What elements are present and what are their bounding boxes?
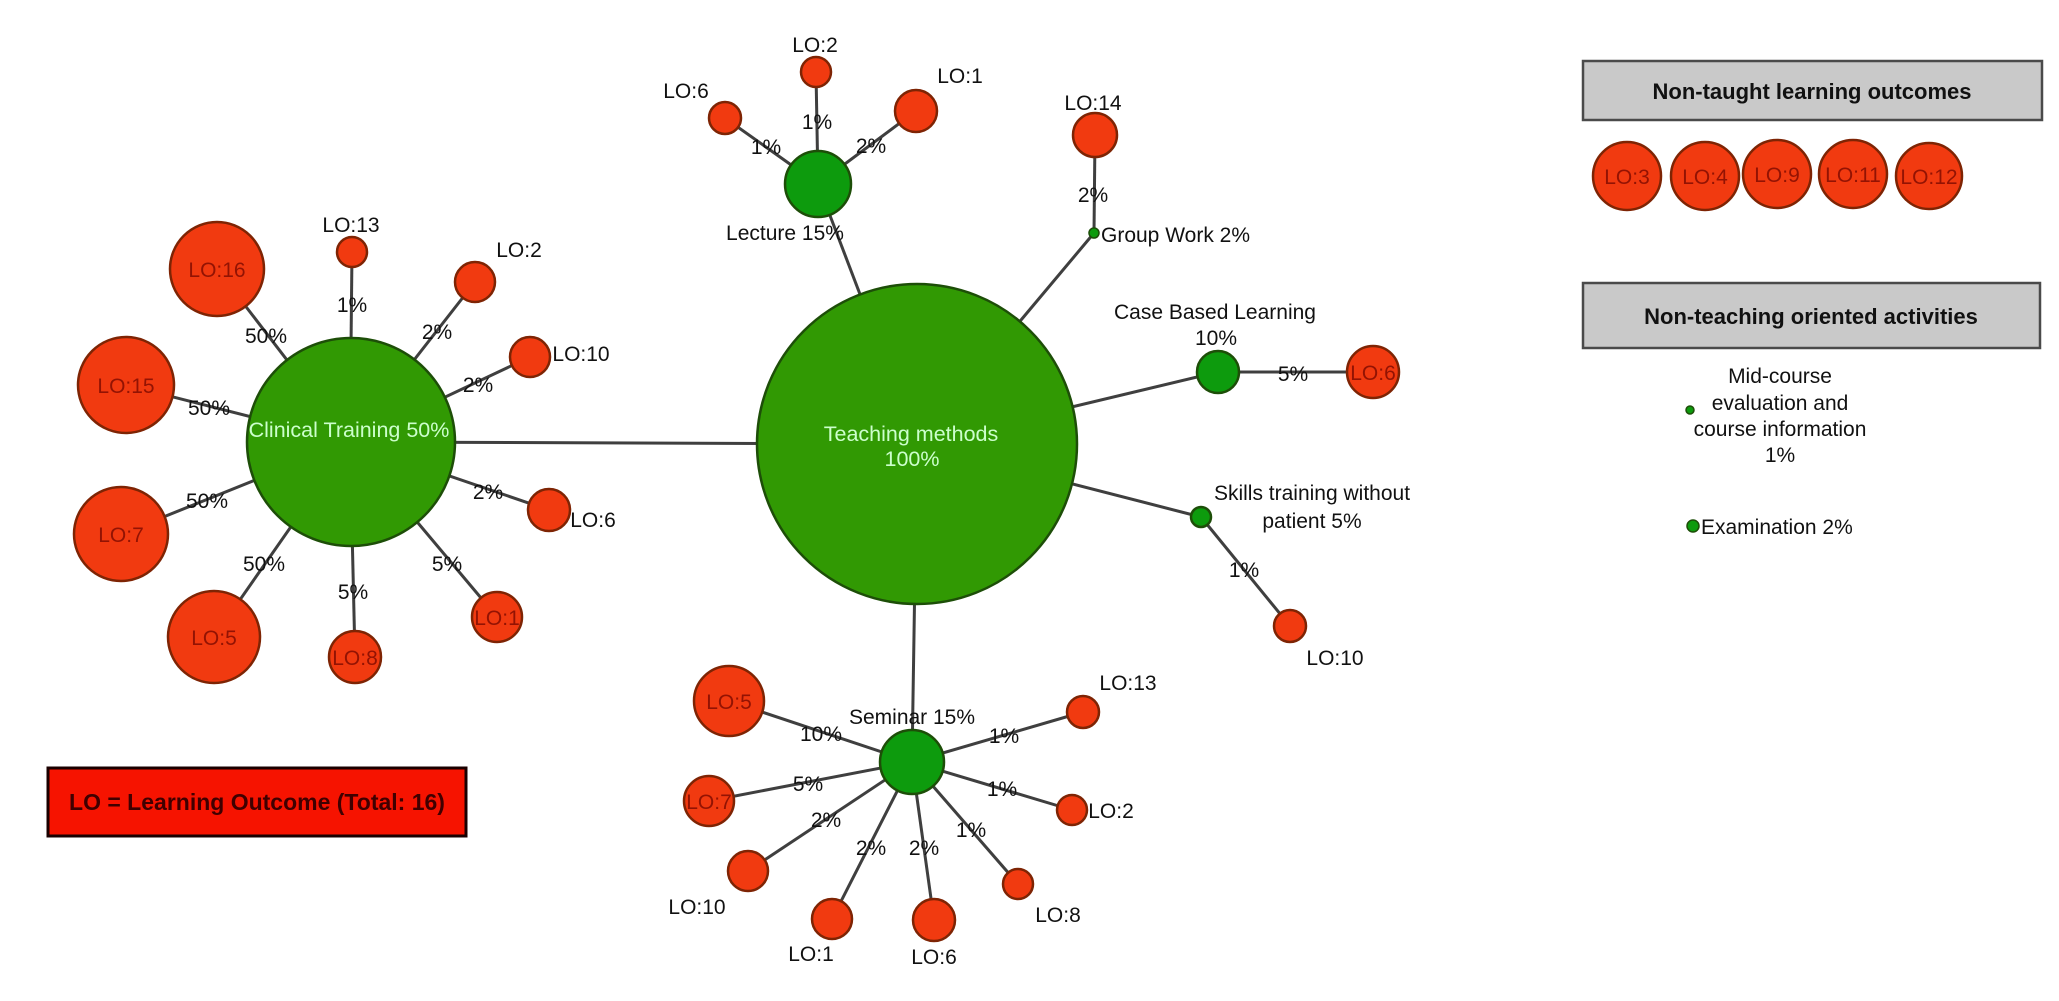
svg-text:Non-taught learning outcomes: Non-taught learning outcomes [1653, 79, 1972, 104]
svg-text:1%: 1% [751, 136, 781, 159]
svg-text:LO:9: LO:9 [1754, 164, 1800, 187]
svg-text:50%: 50% [186, 490, 228, 513]
svg-text:course information: course information [1694, 418, 1867, 441]
svg-text:5%: 5% [793, 773, 823, 796]
svg-text:Clinical Training 50%: Clinical Training 50% [249, 418, 450, 442]
svg-text:LO:11: LO:11 [1825, 164, 1881, 187]
svg-text:LO:10: LO:10 [552, 343, 609, 366]
svg-text:2%: 2% [1078, 184, 1108, 207]
svg-text:1%: 1% [956, 819, 986, 842]
svg-text:1%: 1% [337, 294, 367, 317]
svg-text:2%: 2% [811, 809, 841, 832]
svg-text:LO:6: LO:6 [911, 946, 957, 969]
svg-text:50%: 50% [188, 397, 230, 420]
svg-text:LO:15: LO:15 [97, 375, 154, 398]
svg-text:Lecture 15%: Lecture 15% [726, 222, 844, 245]
svg-text:Mid-course: Mid-course [1728, 365, 1832, 388]
svg-text:LO:14: LO:14 [1064, 92, 1122, 115]
svg-text:1%: 1% [987, 778, 1017, 801]
svg-text:1%: 1% [802, 111, 832, 134]
svg-text:LO:6: LO:6 [663, 80, 709, 103]
svg-text:Seminar 15%: Seminar 15% [849, 706, 975, 729]
svg-text:2%: 2% [856, 837, 886, 860]
svg-text:LO:8: LO:8 [1035, 904, 1081, 927]
svg-text:LO:5: LO:5 [706, 691, 752, 714]
svg-text:LO:1: LO:1 [474, 607, 520, 630]
svg-text:10%: 10% [1195, 327, 1237, 350]
svg-text:LO:10: LO:10 [1306, 647, 1363, 670]
svg-text:Non-teaching oriented activiti: Non-teaching oriented activities [1644, 304, 1978, 329]
svg-text:1%: 1% [1229, 559, 1259, 582]
svg-text:LO:8: LO:8 [332, 647, 378, 670]
svg-text:Group Work 2%: Group Work 2% [1101, 224, 1250, 247]
svg-text:2%: 2% [422, 321, 452, 344]
svg-text:Skills training without: Skills training without [1214, 482, 1410, 505]
svg-text:LO:13: LO:13 [322, 214, 379, 237]
svg-text:patient 5%: patient 5% [1262, 510, 1361, 533]
svg-text:evaluation and: evaluation and [1712, 392, 1849, 415]
svg-text:100%: 100% [885, 447, 940, 471]
svg-text:LO:3: LO:3 [1604, 166, 1650, 189]
svg-text:LO:2: LO:2 [1088, 800, 1134, 823]
svg-text:Examination 2%: Examination 2% [1701, 516, 1853, 539]
svg-text:1%: 1% [989, 725, 1019, 748]
svg-text:1%: 1% [1765, 444, 1795, 467]
svg-text:50%: 50% [243, 553, 285, 576]
svg-text:LO:4: LO:4 [1682, 166, 1728, 189]
svg-text:LO:7: LO:7 [98, 524, 144, 547]
svg-text:LO:2: LO:2 [496, 239, 542, 262]
svg-text:LO:7: LO:7 [686, 791, 732, 814]
svg-text:LO:10: LO:10 [668, 896, 725, 919]
svg-text:LO:12: LO:12 [1900, 166, 1957, 189]
svg-text:2%: 2% [473, 481, 503, 504]
svg-text:LO:6: LO:6 [570, 509, 616, 532]
svg-text:LO:6: LO:6 [1350, 362, 1396, 385]
svg-text:Case Based Learning: Case Based Learning [1114, 301, 1316, 324]
svg-text:LO:1: LO:1 [788, 943, 834, 966]
svg-text:LO:1: LO:1 [937, 65, 983, 88]
svg-text:5%: 5% [432, 553, 462, 576]
svg-text:2%: 2% [909, 837, 939, 860]
svg-text:2%: 2% [463, 374, 493, 397]
svg-text:LO:5: LO:5 [191, 627, 237, 650]
svg-text:LO:16: LO:16 [188, 259, 245, 282]
svg-text:LO = Learning Outcome (Total:: LO = Learning Outcome (Total: 16) [69, 789, 445, 815]
svg-text:Teaching methods: Teaching methods [824, 422, 999, 446]
svg-text:50%: 50% [245, 325, 287, 348]
svg-text:LO:2: LO:2 [792, 34, 838, 57]
svg-text:10%: 10% [800, 723, 842, 746]
svg-text:LO:13: LO:13 [1099, 672, 1156, 695]
svg-text:2%: 2% [856, 135, 886, 158]
svg-text:5%: 5% [338, 581, 368, 604]
svg-text:5%: 5% [1278, 363, 1308, 386]
